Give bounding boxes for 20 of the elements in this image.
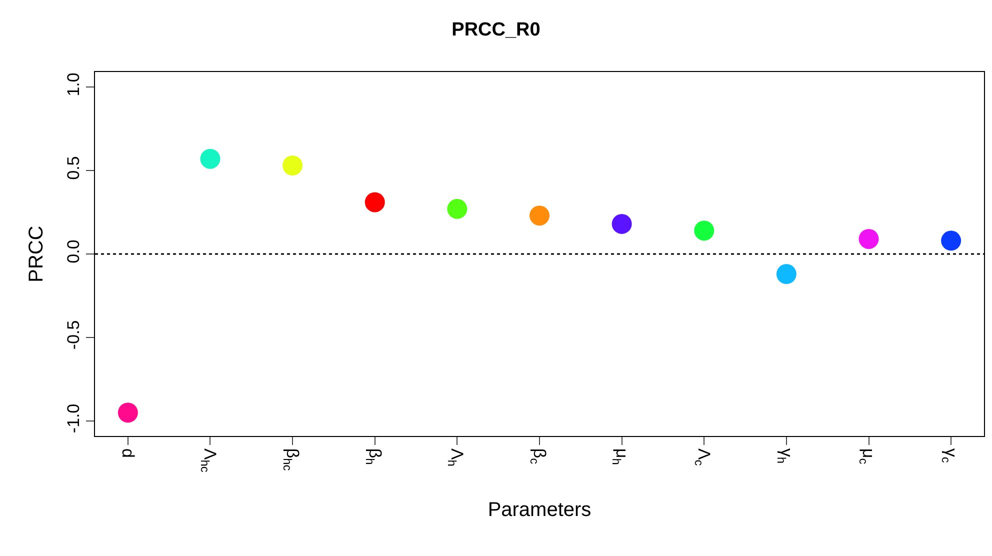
x-tick-label: d <box>118 448 138 458</box>
y-tick-label: -0.5 <box>64 320 84 350</box>
y-axis-title: PRCC <box>26 226 48 282</box>
y-tick-label: 1.0 <box>64 72 84 96</box>
point <box>941 230 962 251</box>
point <box>694 220 714 241</box>
y-tick-label: 0.5 <box>64 156 84 180</box>
point <box>612 214 632 234</box>
point <box>858 228 879 249</box>
y-tick-label: -1.0 <box>64 404 84 434</box>
y-tick-label: 0.0 <box>64 240 84 264</box>
point <box>447 198 468 219</box>
point <box>118 402 138 423</box>
point <box>200 148 220 169</box>
point <box>282 156 303 176</box>
point <box>776 264 796 284</box>
point <box>530 206 550 226</box>
x-axis-title: Parameters <box>488 498 592 521</box>
chart-title: PRCC_R0 <box>452 20 540 41</box>
point <box>364 192 385 212</box>
